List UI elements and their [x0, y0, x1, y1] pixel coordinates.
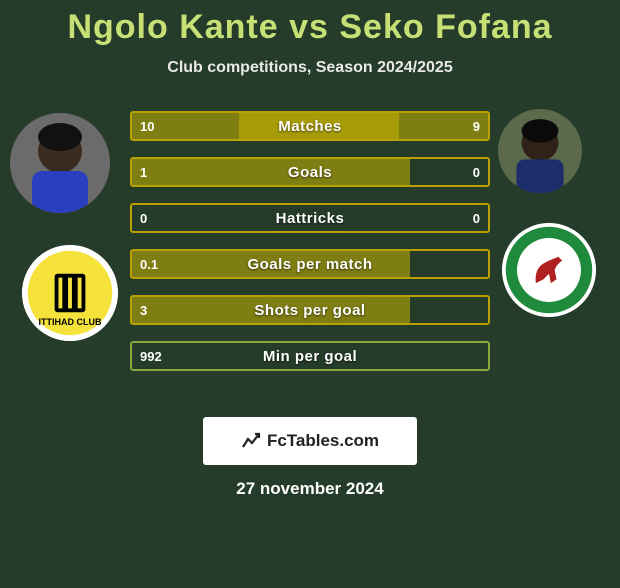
stat-bar: 0.1Goals per match: [130, 249, 490, 279]
brand-badge: FcTables.com: [203, 417, 417, 465]
footer-date: 27 november 2024: [0, 479, 620, 499]
brand-text: FcTables.com: [267, 431, 379, 451]
stat-label: Hattricks: [132, 205, 488, 231]
stat-bar: 10Goals: [130, 157, 490, 187]
stat-label: Goals per match: [132, 251, 488, 277]
comparison-panel: ITTIHAD CLUB 109Matches 10Goals 00Hattrick…: [0, 105, 620, 405]
club2-badge-icon: [502, 223, 596, 317]
stat-bar: 992Min per goal: [130, 341, 490, 371]
player2-portrait-icon: [498, 109, 582, 193]
player1-portrait-icon: [10, 113, 110, 213]
stat-label: Min per goal: [132, 343, 488, 369]
subtitle: Club competitions, Season 2024/2025: [0, 59, 620, 77]
stat-bar: 109Matches: [130, 111, 490, 141]
page-title: Ngolo Kante vs Seko Fofana: [0, 8, 620, 47]
player2-club-badge: [502, 223, 596, 317]
player2-avatar: [498, 109, 582, 193]
stat-label: Matches: [132, 113, 488, 139]
player1-avatar: [10, 113, 110, 213]
brand-logo-icon: [241, 431, 261, 451]
stat-bar: 3Shots per goal: [130, 295, 490, 325]
stats-bars: 109Matches 10Goals 00Hattricks 0.1Goals per…: [130, 111, 490, 387]
stat-bar: 00Hattricks: [130, 203, 490, 233]
stat-label: Goals: [132, 159, 488, 185]
player1-club-badge: ITTIHAD CLUB: [22, 245, 118, 341]
stat-label: Shots per goal: [132, 297, 488, 323]
club1-name: ITTIHAD CLUB: [28, 251, 112, 335]
